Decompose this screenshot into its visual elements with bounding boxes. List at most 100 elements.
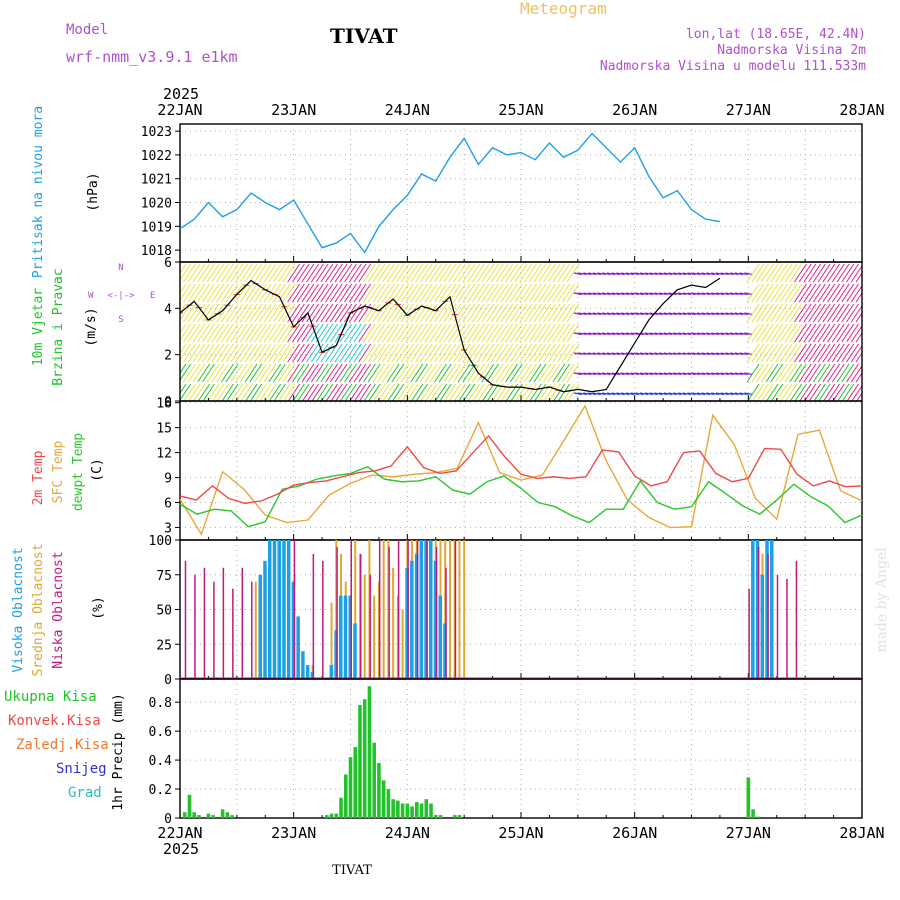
- wind-barb: [706, 292, 715, 296]
- wind-barb: [682, 332, 691, 336]
- wind-barb: [225, 343, 239, 363]
- wind-barb: [329, 263, 343, 283]
- wind-barb: [211, 323, 225, 343]
- wind-barb: [348, 363, 362, 383]
- wind-barb: [812, 323, 826, 343]
- wind-barb: [259, 383, 272, 401]
- wind-barb: [573, 272, 582, 276]
- wind-barb: [734, 332, 743, 336]
- wind-barb: [730, 392, 739, 396]
- wind-barb: [715, 352, 725, 356]
- wind-barb: [301, 343, 315, 363]
- wind-barb: [654, 272, 663, 276]
- wind-barb: [301, 383, 315, 401]
- wind-barb: [296, 283, 310, 303]
- wind-barb: [739, 332, 748, 336]
- wind-barb: [602, 272, 611, 276]
- wind-barb: [677, 352, 687, 356]
- wind-barb: [377, 383, 391, 401]
- cloud-ylabel-mid: Srednja Oblacnost: [31, 543, 46, 676]
- wind-barb: [779, 303, 793, 323]
- wind-barb: [534, 383, 547, 401]
- wind-barb: [779, 323, 793, 343]
- wind-barb: [583, 352, 592, 356]
- wind-barb: [367, 363, 381, 383]
- wind-barb: [509, 283, 523, 303]
- wind-barb: [277, 363, 291, 383]
- wind-barb: [756, 283, 769, 303]
- wind-barb: [587, 272, 597, 276]
- wind-barb: [583, 292, 592, 296]
- precip-ylabel: 1hr Precip (mm): [111, 693, 126, 810]
- wind-barb: [315, 363, 329, 383]
- wind-barb: [263, 303, 277, 323]
- wind-barb: [784, 363, 798, 383]
- day-label-top: 26JAN: [612, 101, 657, 119]
- cloud-high-bar: [339, 595, 343, 679]
- cloud-low-bar: [336, 546, 338, 679]
- wind-barb: [850, 364, 862, 383]
- pressure-ytick-label: 1021: [141, 173, 172, 188]
- wind-barb: [325, 263, 338, 283]
- wind-barb: [529, 383, 542, 401]
- temp-ytick-label: 6: [164, 497, 172, 512]
- wind-barb: [301, 323, 315, 343]
- day-label-bottom: 25JAN: [498, 824, 543, 842]
- wind-barb: [677, 292, 687, 296]
- wind-barb: [552, 263, 566, 283]
- wind-barb: [183, 343, 196, 363]
- wind-barb: [296, 303, 310, 323]
- wind-barb: [239, 283, 253, 303]
- wind-barb: [692, 272, 701, 276]
- pressure-ytick-label: 1018: [141, 244, 172, 259]
- wind-barb: [625, 372, 635, 376]
- temp-ytick-label: 12: [156, 447, 172, 462]
- wind-barb: [640, 312, 649, 316]
- wind-barb: [258, 303, 272, 323]
- cloud-mid-bar: [354, 540, 357, 679]
- wind-barb: [202, 283, 215, 303]
- wind-barb: [720, 312, 729, 316]
- compass-w: W: [88, 291, 94, 301]
- wind-barb: [562, 383, 575, 401]
- wind-barb: [587, 352, 597, 356]
- cloud-low-bar: [213, 581, 215, 679]
- precip-bar: [746, 777, 751, 818]
- wind-barb: [386, 343, 400, 363]
- wind-barb: [505, 343, 518, 363]
- wind-barb: [235, 383, 248, 401]
- wind-barb: [561, 303, 575, 323]
- wind-barb: [822, 363, 836, 383]
- wind-barb: [739, 312, 748, 316]
- wind-barb: [831, 283, 845, 303]
- cloud-low-bar: [454, 540, 457, 679]
- temp-ylabel-2m: 2m Temp: [31, 450, 46, 505]
- wind-barb: [316, 383, 329, 401]
- wind-barb: [654, 292, 663, 296]
- wind-barb: [462, 363, 476, 383]
- wind-barb: [381, 363, 395, 383]
- wind-barb: [438, 303, 452, 323]
- wind-barb: [486, 303, 499, 323]
- wind-barb: [817, 283, 831, 303]
- wind-barb: [770, 303, 784, 323]
- wind-barb: [320, 383, 334, 401]
- wind-barb: [789, 363, 803, 383]
- wind-barb: [471, 343, 485, 363]
- wind-barb: [687, 332, 696, 336]
- wind-barb: [391, 303, 405, 323]
- wind-barb: [519, 363, 533, 383]
- wind-barb: [296, 343, 310, 363]
- wind-barb: [381, 283, 395, 303]
- wind-barb: [668, 332, 677, 336]
- wind-barb: [320, 263, 334, 283]
- wind-barb: [528, 283, 542, 303]
- wind-barb: [296, 263, 310, 283]
- wind-barb: [649, 332, 658, 336]
- wind-barb: [794, 343, 807, 363]
- year-label-bottom: 2025: [163, 840, 199, 858]
- wind-barb: [789, 303, 803, 323]
- wind-barb: [386, 323, 400, 343]
- wind-barb: [673, 272, 682, 276]
- wind-barb: [443, 363, 457, 383]
